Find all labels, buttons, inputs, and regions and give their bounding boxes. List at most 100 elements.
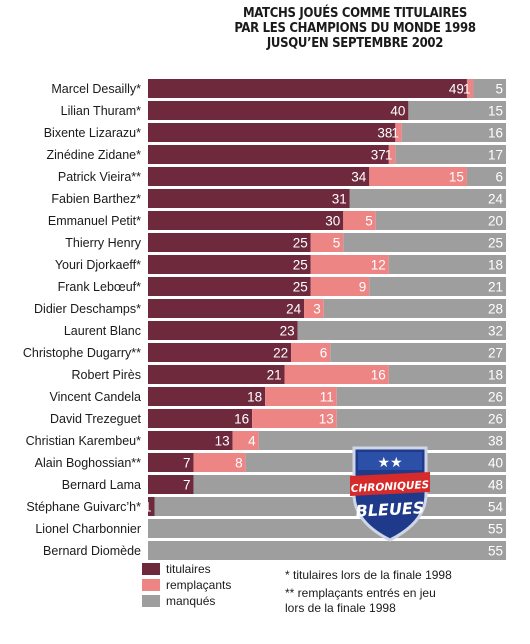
data-label-titulaires-robert-pires: 21 (267, 368, 282, 383)
bar-manques-didier-deschamps (323, 299, 506, 318)
bar-remplacants-christian-karembeu (232, 431, 259, 450)
bar-titulaires-frank-leb-uf (148, 277, 311, 296)
data-label-remplacants-zinedine-zidane: 1 (385, 148, 393, 163)
data-label-titulaires-frank-leb-uf: 25 (293, 280, 308, 295)
data-label-titulaires-stephane-guivarc-h: 1 (144, 500, 152, 515)
data-label-manques-robert-pires: 18 (488, 368, 503, 383)
bar-titulaires-youri-djorkaeff (148, 255, 311, 274)
data-label-remplacants-robert-pires: 16 (371, 368, 386, 383)
bar-titulaires-vincent-candela (148, 387, 266, 406)
data-label-manques-vincent-candela: 26 (488, 390, 503, 405)
bar-manques-david-trezeguet (336, 409, 506, 428)
legend-label-remplacants: remplaçants (166, 578, 232, 592)
bar-remplacants-christophe-dugarry (291, 343, 331, 362)
legend-swatch-manques (142, 595, 160, 607)
data-label-remplacants-thierry-henry: 5 (333, 236, 341, 251)
bar-remplacants-vincent-candela (265, 387, 337, 406)
data-label-remplacants-frank-leb-uf: 9 (359, 280, 367, 295)
bar-titulaires-robert-pires (148, 365, 285, 384)
data-label-manques-bixente-lizarazu: 16 (488, 126, 503, 141)
category-label-frank-leb-uf: Frank Lebœuf* (58, 280, 142, 294)
bar-remplacants-frank-leb-uf (310, 277, 370, 296)
category-label-vincent-candela: Vincent Candela (49, 390, 141, 404)
bar-remplacants-zinedine-zidane (388, 145, 396, 164)
bar-remplacants-didier-deschamps (304, 299, 324, 318)
footnote-titulaires: * titulaires lors de la finale 1998 (285, 568, 452, 582)
bar-manques-laurent-blanc (297, 321, 506, 340)
category-label-robert-pires: Robert Pirès (72, 368, 141, 382)
category-label-david-trezeguet: David Trezeguet (50, 412, 142, 426)
bar-manques-stephane-guivarc-h (154, 497, 506, 516)
data-label-titulaires-youri-djorkaeff: 25 (293, 258, 308, 273)
footnotes: * titulaires lors de la finale 1998 ** r… (285, 568, 452, 616)
bar-titulaires-christian-karembeu (148, 431, 233, 450)
data-label-titulaires-christophe-dugarry: 22 (273, 346, 288, 361)
bar-manques-zinedine-zidane (395, 145, 506, 164)
svg-text:★★: ★★ (377, 455, 402, 471)
bar-manques-bernard-diomede (148, 541, 506, 560)
data-label-titulaires-marcel-desailly: 49 (449, 82, 464, 97)
category-label-fabien-barthez: Fabien Barthez* (51, 192, 141, 206)
data-label-manques-alain-boghossian: 40 (488, 456, 503, 471)
bar-titulaires-patrick-vieira (148, 167, 370, 186)
data-label-manques-bernard-lama: 48 (488, 478, 503, 493)
data-label-manques-zinedine-zidane: 17 (488, 148, 503, 163)
category-label-youri-djorkaeff: Youri Djorkaeff* (55, 258, 141, 272)
data-label-titulaires-emmanuel-petit: 30 (325, 214, 340, 229)
bar-manques-fabien-barthez (349, 189, 506, 208)
bar-remplacants-patrick-vieira (369, 167, 467, 186)
bar-titulaires-fabien-barthez (148, 189, 350, 208)
data-label-manques-lionel-charbonnier: 55 (488, 522, 503, 537)
bar-manques-frank-leb-uf (369, 277, 506, 296)
bar-manques-christophe-dugarry (330, 343, 506, 362)
bar-manques-marcel-desailly (473, 79, 506, 98)
data-label-titulaires-laurent-blanc: 23 (280, 324, 295, 339)
data-label-manques-youri-djorkaeff: 18 (488, 258, 503, 273)
category-label-didier-deschamps: Didier Deschamps* (34, 302, 141, 316)
bar-manques-thierry-henry (343, 233, 506, 252)
category-label-thierry-henry: Thierry Henry (65, 236, 141, 250)
data-label-manques-lilian-thuram: 15 (488, 104, 503, 119)
bar-titulaires-lilian-thuram (148, 101, 409, 120)
data-label-titulaires-vincent-candela: 18 (247, 390, 262, 405)
bar-manques-christian-karembeu (258, 431, 506, 450)
data-label-titulaires-bernard-lama: 7 (183, 478, 191, 493)
data-label-titulaires-bixente-lizarazu: 38 (377, 126, 392, 141)
title-line-3: JUSQU’EN SEPTEMBRE 2002 (266, 36, 444, 51)
data-label-manques-marcel-desailly: 5 (495, 82, 503, 97)
data-label-remplacants-youri-djorkaeff: 12 (371, 258, 386, 273)
data-label-titulaires-david-trezeguet: 16 (234, 412, 249, 427)
bar-manques-lionel-charbonnier (148, 519, 506, 538)
svg-text:CHRONIQUES: CHRONIQUES (351, 479, 430, 495)
data-label-manques-bernard-diomede: 55 (488, 544, 503, 559)
category-label-christophe-dugarry: Christophe Dugarry** (23, 346, 141, 360)
data-label-remplacants-christian-karembeu: 4 (248, 434, 256, 449)
bar-remplacants-thierry-henry (310, 233, 344, 252)
bar-manques-bixente-lizarazu (401, 123, 506, 142)
bar-remplacants-robert-pires (284, 365, 389, 384)
legend-label-titulaires: titulaires (166, 562, 211, 576)
category-label-laurent-blanc: Laurent Blanc (64, 324, 141, 338)
bar-titulaires-stephane-guivarc-h (148, 497, 155, 516)
data-label-remplacants-emmanuel-petit: 5 (365, 214, 373, 229)
bar-manques-emmanuel-petit (375, 211, 506, 230)
data-label-titulaires-patrick-vieira: 34 (351, 170, 367, 185)
data-label-titulaires-fabien-barthez: 31 (332, 192, 347, 207)
bar-remplacants-david-trezeguet (252, 409, 337, 428)
svg-text:BLEUES: BLEUES (355, 498, 425, 521)
data-label-manques-christian-karembeu: 38 (488, 434, 503, 449)
data-label-manques-thierry-henry: 25 (488, 236, 503, 251)
title-line-1: MATCHS JOUÉS COMME TITULAIRES (242, 6, 468, 21)
category-label-stephane-guivarc-h: Stéphane Guivarc’h* (26, 500, 141, 514)
bar-titulaires-didier-deschamps (148, 299, 305, 318)
category-label-alain-boghossian: Alain Boghossian** (35, 456, 141, 470)
legend-swatch-titulaires (142, 563, 160, 575)
category-label-bernard-lama: Bernard Lama (62, 478, 141, 492)
data-label-remplacants-patrick-vieira: 15 (449, 170, 464, 185)
bar-remplacants-marcel-desailly (466, 79, 474, 98)
bar-titulaires-bernard-lama (148, 475, 194, 494)
data-label-remplacants-christophe-dugarry: 6 (320, 346, 328, 361)
chroniques-bleues-logo: ★★ CHRONIQUES BLEUES (350, 446, 430, 542)
data-label-remplacants-bixente-lizarazu: 1 (391, 126, 399, 141)
